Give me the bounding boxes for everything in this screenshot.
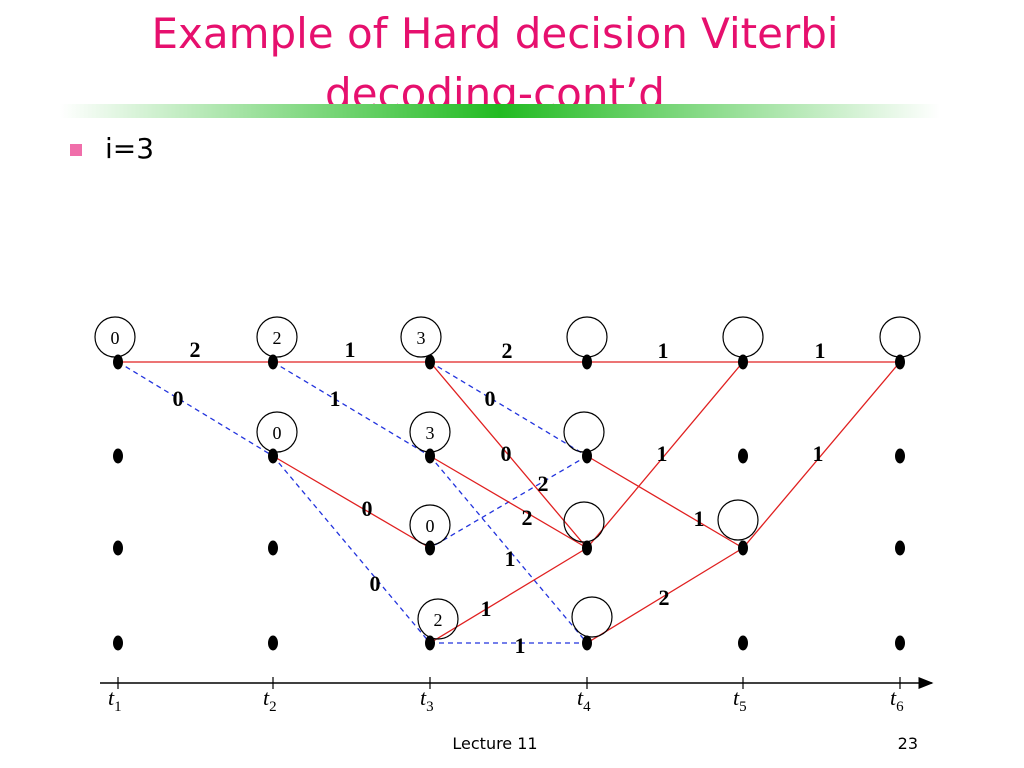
time-label-t: t — [577, 685, 584, 710]
time-label: t1 — [108, 685, 122, 715]
trellis-node — [425, 540, 435, 556]
branch-input-1 — [429, 455, 588, 644]
state-metric-circle — [563, 501, 605, 543]
trellis-node — [425, 448, 435, 464]
title-line: Example of Hard decision Viterbi — [151, 9, 838, 58]
trellis-node — [582, 354, 592, 370]
bullet-marker — [70, 144, 82, 156]
branch-input-0 — [429, 361, 588, 549]
branch-metric: 1 — [657, 441, 668, 466]
branch-metric: 1 — [345, 337, 356, 362]
trellis-node — [895, 354, 905, 370]
branch-metric: 1 — [694, 506, 705, 531]
trellis-node — [582, 635, 592, 651]
trellis-node — [113, 635, 123, 651]
branch-input-1 — [429, 361, 588, 457]
trellis-node — [268, 540, 278, 556]
trellis-node — [738, 540, 748, 556]
path-metric: 2 — [273, 328, 282, 348]
time-label-t: t — [890, 685, 897, 710]
branch-input-1 — [117, 361, 274, 457]
branch-metric: 0 — [173, 386, 184, 411]
time-label: t2 — [263, 685, 277, 715]
trellis-node — [268, 448, 278, 464]
path-metric: 0 — [426, 516, 435, 536]
state-metric-circle — [571, 596, 613, 638]
trellis-node — [113, 540, 123, 556]
state-metric-circle — [879, 316, 921, 358]
trellis-node — [582, 540, 592, 556]
trellis-node — [738, 635, 748, 651]
branch-input-1 — [272, 361, 431, 457]
time-label-sub: 4 — [583, 699, 591, 715]
path-metric: 0 — [273, 423, 282, 443]
time-label-sub: 5 — [739, 699, 747, 715]
time-label-sub: 3 — [426, 699, 434, 715]
branch-input-0 — [586, 547, 744, 644]
branch-metric: 1 — [330, 386, 341, 411]
state-metric-circle — [417, 598, 459, 640]
trellis-node — [738, 354, 748, 370]
time-label-t: t — [420, 685, 427, 710]
branch-metric: 1 — [515, 633, 526, 658]
time-label: t6 — [890, 685, 904, 715]
time-label: t4 — [577, 685, 591, 715]
branch-metric: 0 — [501, 441, 512, 466]
path-metric: 3 — [426, 423, 435, 443]
trellis-node — [268, 635, 278, 651]
state-metric-circle — [722, 316, 764, 358]
trellis-node — [425, 635, 435, 651]
time-label-t: t — [108, 685, 115, 710]
trellis-node — [895, 635, 905, 651]
path-metric: 2 — [434, 610, 443, 630]
branch-metric: 2 — [190, 337, 201, 362]
path-metric: 0 — [111, 328, 120, 348]
branch-input-0 — [586, 455, 744, 549]
trellis-node — [738, 448, 748, 464]
branch-metric: 1 — [813, 441, 824, 466]
branch-metric: 1 — [505, 546, 516, 571]
time-label: t5 — [733, 685, 747, 715]
branch-metric: 0 — [370, 571, 381, 596]
time-label-t: t — [733, 685, 740, 710]
time-label-sub: 2 — [269, 699, 277, 715]
trellis-node — [582, 448, 592, 464]
trellis-node — [113, 448, 123, 464]
time-label-sub: 1 — [114, 699, 122, 715]
branch-input-0 — [429, 455, 588, 549]
branch-metric: 2 — [538, 471, 549, 496]
branch-metric: 1 — [481, 596, 492, 621]
footer-text: Lecture 11 — [452, 734, 537, 753]
state-metric-circle — [256, 316, 298, 358]
trellis-node — [113, 354, 123, 370]
time-label: t3 — [420, 685, 434, 715]
branch-input-0 — [272, 455, 431, 549]
trellis-node — [425, 354, 435, 370]
bullet-text: i=3 — [105, 132, 154, 165]
trellis-node — [895, 540, 905, 556]
branch-metric: 2 — [522, 505, 533, 530]
branch-metric: 0 — [485, 386, 496, 411]
branch-metric: 0 — [362, 496, 373, 521]
branch-input-0 — [742, 361, 901, 549]
branch-metric: 2 — [502, 338, 513, 363]
state-metric-circle — [566, 316, 608, 358]
trellis-node — [895, 448, 905, 464]
state-metric-circle — [400, 316, 442, 358]
state-metric-circle — [717, 499, 759, 541]
time-label-t: t — [263, 685, 270, 710]
time-label-sub: 6 — [896, 699, 904, 715]
trellis-node — [268, 354, 278, 370]
branch-metric: 1 — [815, 338, 826, 363]
branch-metric: 2 — [659, 585, 670, 610]
branch-input-0 — [586, 361, 744, 549]
path-metric: 3 — [417, 328, 426, 348]
branch-metric: 1 — [658, 338, 669, 363]
state-metric-circle — [563, 411, 605, 453]
title-underline — [60, 104, 940, 118]
page-number: 23 — [898, 734, 918, 753]
branch-input-1 — [272, 455, 431, 644]
